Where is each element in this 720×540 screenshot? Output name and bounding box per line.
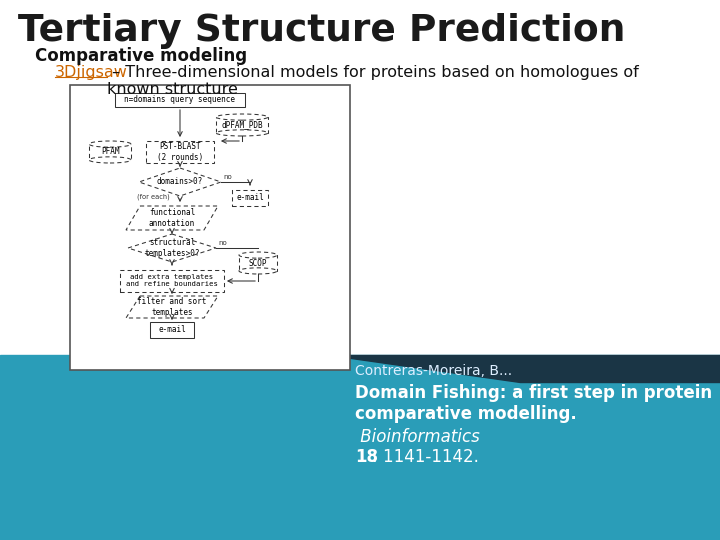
Text: 18: 18 [355, 448, 378, 466]
Text: domains>0?: domains>0? [157, 178, 203, 186]
Text: PST-BLAST
(2 rounds): PST-BLAST (2 rounds) [157, 143, 203, 161]
Text: Comparative modeling: Comparative modeling [35, 47, 247, 65]
Ellipse shape [239, 252, 277, 258]
Ellipse shape [216, 130, 268, 136]
Ellipse shape [89, 141, 131, 147]
Text: Contreras-Moreira, B...: Contreras-Moreira, B... [355, 364, 512, 378]
Text: no: no [223, 174, 232, 180]
Polygon shape [126, 206, 218, 230]
Text: structural
templates>0?: structural templates>0? [144, 238, 199, 258]
Text: n=domains query sequence: n=domains query sequence [125, 96, 235, 105]
Text: Bioinformatics: Bioinformatics [355, 428, 480, 446]
Text: add extra templates
and refine boundaries: add extra templates and refine boundarie… [126, 274, 218, 287]
Text: Tertiary Structure Prediction: Tertiary Structure Prediction [18, 13, 626, 49]
Ellipse shape [216, 114, 268, 120]
FancyBboxPatch shape [89, 144, 131, 160]
FancyBboxPatch shape [232, 190, 268, 206]
Polygon shape [128, 234, 216, 262]
FancyBboxPatch shape [146, 141, 214, 163]
FancyBboxPatch shape [70, 85, 350, 370]
Polygon shape [0, 355, 720, 540]
Text: dPFAM_PDB: dPFAM_PDB [221, 120, 263, 130]
Polygon shape [139, 168, 221, 196]
FancyBboxPatch shape [150, 322, 194, 338]
Text: SCOP: SCOP [248, 259, 267, 267]
Ellipse shape [89, 157, 131, 163]
Text: 3Djigsaw: 3Djigsaw [55, 65, 128, 80]
Text: – Three-dimensional models for proteins based on homologues of
known structure: – Three-dimensional models for proteins … [107, 65, 639, 97]
Text: no: no [218, 240, 227, 246]
Text: (for each): (for each) [137, 193, 170, 199]
Polygon shape [126, 296, 218, 318]
Text: filter and sort
templates: filter and sort templates [138, 298, 207, 316]
Text: functional
annotation: functional annotation [149, 208, 195, 228]
Text: e-mail: e-mail [158, 326, 186, 334]
FancyBboxPatch shape [120, 270, 224, 292]
Text: Domain Fishing: a first step in protein
comparative modelling.: Domain Fishing: a first step in protein … [355, 384, 712, 423]
FancyBboxPatch shape [216, 117, 268, 133]
Ellipse shape [239, 268, 277, 274]
Text: e-mail: e-mail [236, 193, 264, 202]
Polygon shape [330, 355, 720, 382]
Text: PFAM: PFAM [101, 147, 120, 157]
FancyBboxPatch shape [115, 93, 245, 107]
FancyBboxPatch shape [239, 255, 277, 271]
Text: : 1141-1142.: : 1141-1142. [372, 448, 479, 466]
